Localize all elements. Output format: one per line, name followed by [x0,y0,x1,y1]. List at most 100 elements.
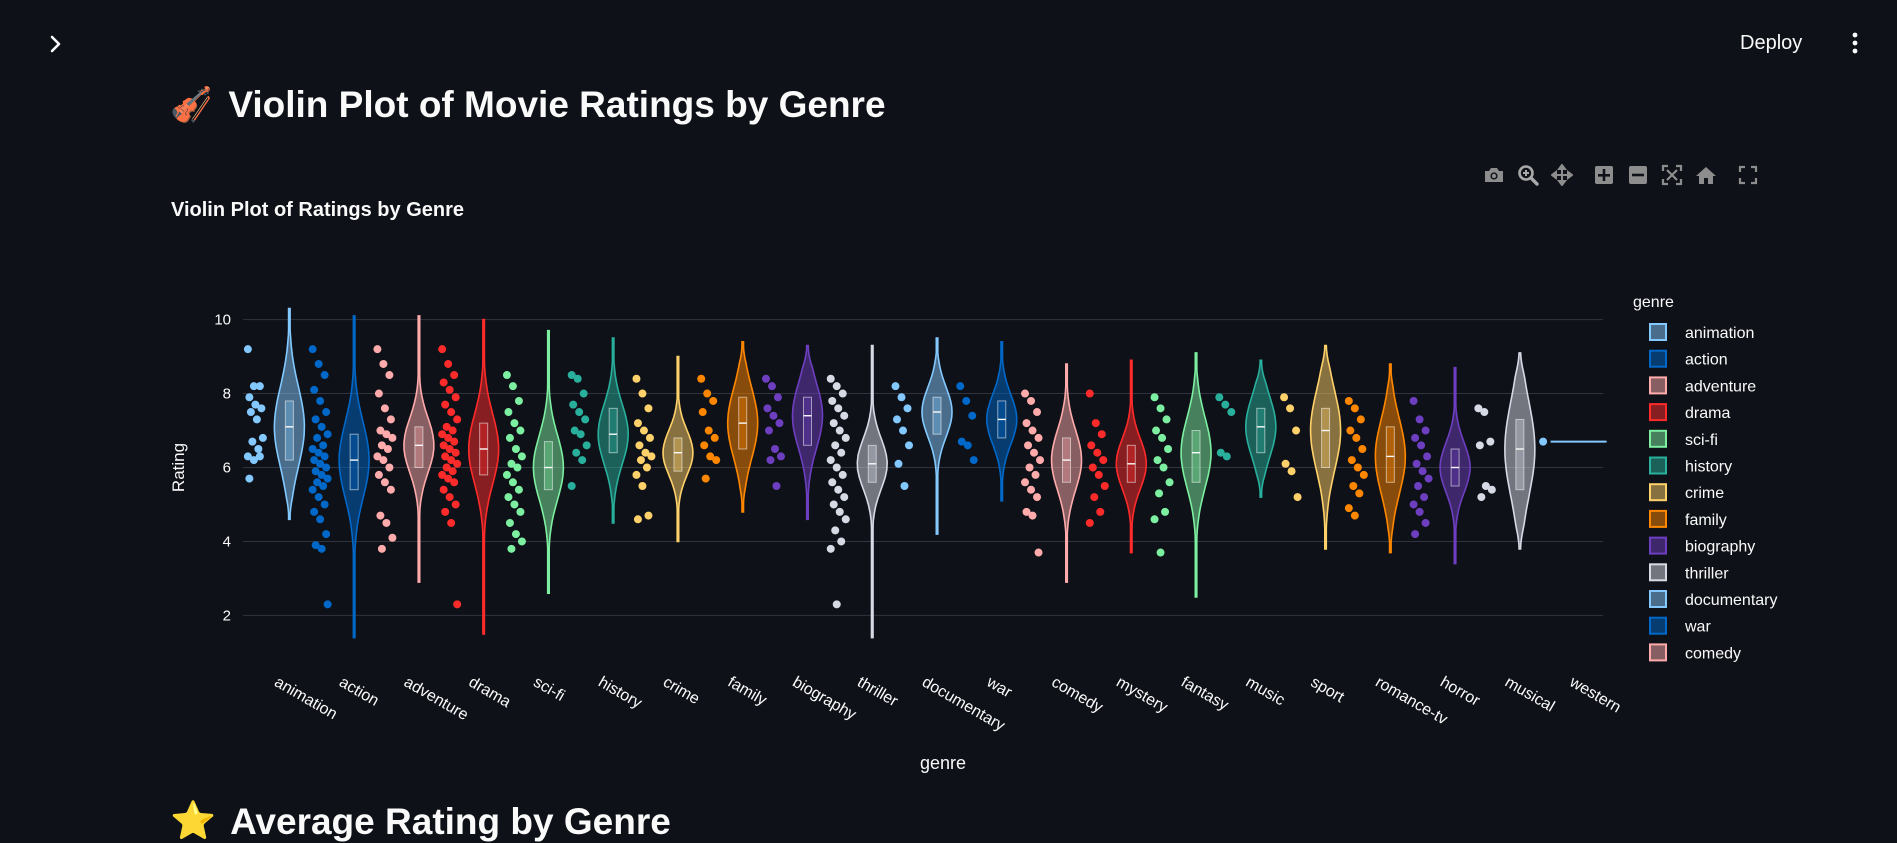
data-point-fantasy [1164,445,1173,454]
legend-item-sci-fi: sci-fi [1685,432,1718,449]
data-point-western [1539,437,1548,446]
data-point-animation [243,345,252,354]
box-sci-fi [543,441,553,491]
x-tick-label: horror [1437,674,1483,710]
data-point-adventure [388,533,397,542]
data-point-comedy [1031,470,1040,479]
x-tick-label: history [595,674,644,712]
data-point-family [709,396,718,405]
legend-item-war: war [1684,619,1711,636]
data-point-drama [444,359,453,368]
data-point-adventure [376,426,385,435]
data-point-family [703,389,712,398]
data-point-animation [252,415,261,424]
data-point-romance-tv [1356,415,1365,424]
data-point-action [317,470,326,479]
star-emoji-icon: ⭐ [170,800,217,841]
data-point-action [311,467,320,476]
data-point-sci-fi [502,371,511,380]
data-point-action [319,481,328,490]
data-point-drama [441,452,450,461]
data-point-action [323,474,332,483]
data-point-drama [453,600,462,609]
data-point-biography [761,374,770,383]
data-point-adventure [379,456,388,465]
data-point-action [319,441,328,450]
data-point-adventure [373,452,382,461]
data-point-biography [766,456,775,465]
data-point-action [322,463,331,472]
zoom-icon[interactable] [1514,162,1542,188]
data-point-sci-fi [507,544,516,553]
data-point-action [308,445,317,454]
violin-family [726,341,759,513]
violin-musical [1504,352,1536,550]
data-point-war [968,411,977,420]
zoom-in-icon[interactable] [1590,162,1618,188]
data-point-mystery [1096,507,1105,516]
data-point-drama [447,408,456,417]
data-point-crime [644,511,653,520]
data-point-horror [1424,474,1433,483]
box-adventure [414,426,424,468]
data-point-drama [439,441,448,450]
data-point-animation [249,382,258,391]
violin-history [597,337,630,524]
data-point-family [704,426,713,435]
camera-icon[interactable] [1480,162,1508,188]
data-point-adventure [386,415,395,424]
data-point-drama [450,371,459,380]
box-action [349,433,359,491]
data-point-comedy [1028,511,1037,520]
data-point-action [310,385,319,394]
data-point-biography [772,481,781,490]
sidebar-toggle-button[interactable] [42,30,70,58]
data-point-action [311,541,320,550]
data-point-comedy [1027,396,1036,405]
x-tick-label: family [725,674,770,710]
data-point-adventure [379,359,388,368]
box-crime [673,437,683,472]
data-point-sci-fi [513,463,522,472]
box-war [997,400,1007,439]
data-point-crime [638,481,647,490]
data-point-mystery [1091,419,1100,428]
x-tick-label: music [1243,674,1288,710]
data-point-horror [1412,459,1421,468]
data-point-drama [451,448,460,457]
data-point-drama [444,433,453,442]
data-point-war [956,382,965,391]
data-point-action [313,433,322,442]
data-point-horror [1409,396,1418,405]
data-point-history [567,481,576,490]
main-menu-button[interactable] [1845,30,1865,56]
data-point-comedy [1030,448,1039,457]
data-point-sport [1292,426,1301,435]
violin-adventure [403,315,435,583]
violin-sport [1309,344,1342,550]
data-point-documentary [891,382,900,391]
zoom-out-icon[interactable] [1624,162,1652,188]
fullscreen-icon[interactable] [1734,162,1762,188]
x-tick-label: biography [789,674,858,724]
data-point-sci-fi [517,452,526,461]
data-point-horror [1409,500,1418,509]
legend-swatch-war [1649,616,1667,635]
pan-icon[interactable] [1548,162,1576,188]
data-point-sci-fi [511,445,520,454]
data-point-adventure [385,371,394,380]
page-title-text: Violin Plot of Movie Ratings by Genre [228,84,886,125]
deploy-button[interactable]: Deploy [1740,32,1803,54]
data-point-action [316,515,325,524]
reset-axes-icon[interactable] [1692,162,1720,188]
box-documentary [932,396,942,435]
x-tick-label: drama [466,674,514,711]
data-point-crime [633,419,642,428]
data-point-animation [251,400,260,409]
data-point-action [320,452,329,461]
data-point-action [313,478,322,487]
data-point-music [1215,393,1224,402]
autoscale-icon[interactable] [1658,162,1686,188]
y-tick-label: 8 [223,386,231,403]
data-point-romance-tv [1358,445,1367,454]
